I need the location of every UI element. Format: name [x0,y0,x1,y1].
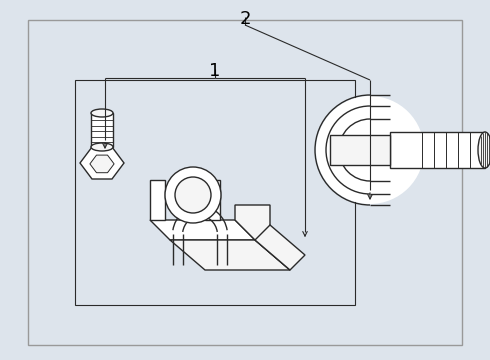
Circle shape [165,167,221,223]
Polygon shape [170,240,290,270]
Ellipse shape [91,143,113,151]
Polygon shape [150,180,165,220]
Circle shape [175,177,211,213]
Polygon shape [390,132,485,168]
Text: 2: 2 [239,10,251,28]
Polygon shape [150,220,255,240]
Polygon shape [80,147,124,179]
Polygon shape [28,20,462,345]
Ellipse shape [316,96,424,204]
Text: 1: 1 [209,62,220,80]
Polygon shape [330,135,390,165]
Ellipse shape [91,109,113,117]
Polygon shape [235,205,290,270]
Ellipse shape [478,132,490,168]
Polygon shape [255,225,305,270]
Polygon shape [91,113,113,147]
Polygon shape [205,180,220,220]
Polygon shape [90,155,114,173]
